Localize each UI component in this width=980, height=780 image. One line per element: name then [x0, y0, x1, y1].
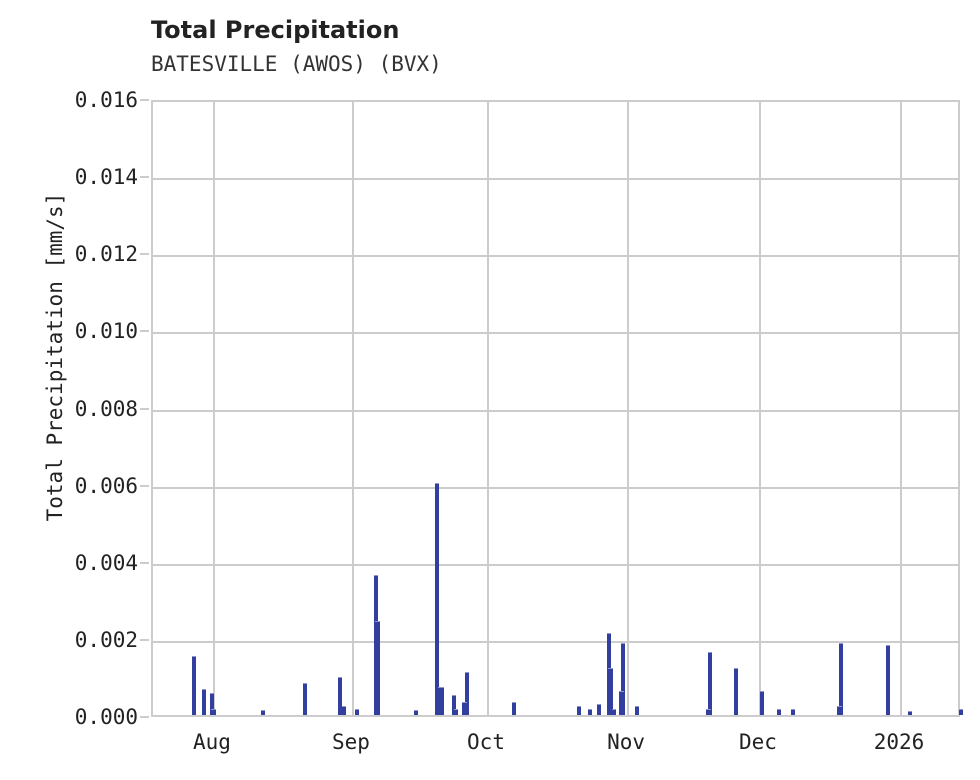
bar — [210, 692, 215, 715]
bar — [576, 706, 581, 715]
bar — [959, 709, 964, 715]
y-axis-tick-mark — [140, 253, 149, 256]
y-axis-tick-mark — [140, 561, 149, 564]
bar — [464, 671, 469, 715]
bar — [434, 482, 439, 715]
gridline-horizontal — [153, 640, 958, 643]
x-axis-tick-label: Aug — [193, 730, 231, 754]
y-axis-tick-label: 0.002 — [74, 627, 138, 652]
bar — [587, 709, 592, 715]
gridline-horizontal — [153, 332, 958, 335]
gridline-vertical — [627, 102, 630, 715]
bar — [790, 709, 795, 715]
gridline-horizontal — [153, 563, 958, 566]
gridline-horizontal — [153, 486, 958, 489]
bar — [337, 677, 342, 715]
bar — [886, 645, 891, 715]
bar — [908, 710, 913, 715]
x-axis-tick-label: Dec — [739, 730, 777, 754]
x-axis-tick-label: 2026 — [873, 730, 925, 754]
y-axis-tick-label: 0.010 — [74, 319, 138, 344]
gridline-horizontal — [153, 255, 958, 258]
bar — [705, 709, 711, 715]
bar — [837, 706, 843, 715]
chart-subtitle: BATESVILLE (AWOS) (BVX) — [151, 52, 442, 76]
gridline-vertical — [900, 102, 902, 715]
bar — [341, 706, 346, 715]
y-axis-tick-mark — [140, 716, 149, 718]
bar — [374, 621, 380, 715]
gridline-vertical — [487, 102, 489, 715]
bar — [453, 709, 458, 715]
bar — [462, 702, 468, 715]
x-axis-tick-label: Oct — [467, 730, 505, 754]
chart-title: Total Precipitation — [151, 16, 400, 44]
bar — [354, 709, 359, 715]
y-axis-tick-label: 0.016 — [74, 88, 138, 112]
y-axis-tick-label: 0.014 — [74, 165, 138, 190]
bar — [438, 687, 444, 715]
y-axis-tick-label: 0.004 — [74, 550, 138, 575]
gridline-vertical — [212, 102, 215, 715]
bar — [777, 709, 782, 715]
y-axis-tick-mark — [140, 407, 149, 410]
y-axis-tick-mark — [140, 99, 149, 101]
bar — [760, 690, 765, 715]
bar — [261, 710, 266, 715]
bar — [634, 706, 639, 715]
bar — [596, 704, 601, 715]
bar — [303, 683, 308, 715]
y-axis-tick-label: 0.006 — [74, 473, 138, 498]
x-axis-tick-label: Sep — [332, 730, 370, 754]
y-axis-label: Total Precipitation [mm/s] — [43, 192, 67, 522]
y-axis-tick-mark — [140, 484, 149, 487]
y-axis-tick-label: 0.008 — [74, 396, 138, 421]
gridline-vertical — [351, 102, 354, 715]
bar — [413, 710, 418, 715]
bar — [618, 690, 624, 715]
bar — [621, 642, 626, 715]
bar — [734, 667, 739, 715]
y-axis-tick-mark — [140, 638, 149, 641]
bar — [202, 688, 207, 715]
y-axis-tick-labels: 0.000 0.002 0.004 0.006 0.008 0.010 0.012 0.014… — [0, 0, 138, 780]
bar — [210, 709, 216, 715]
plot-area — [151, 100, 964, 717]
gridline-vertical — [758, 102, 761, 715]
bar — [608, 667, 614, 715]
bar — [612, 709, 617, 715]
gridline-horizontal — [153, 409, 958, 412]
bar — [191, 656, 197, 715]
y-axis-tick-mark — [140, 330, 149, 333]
y-axis-tick-label: 0.012 — [74, 242, 138, 267]
bar — [839, 643, 844, 715]
bar — [511, 702, 516, 715]
bar — [707, 652, 712, 715]
x-axis-tick-label: Nov — [607, 730, 645, 754]
y-axis-tick-mark — [140, 176, 149, 179]
y-axis-tick-label: 0.000 — [74, 705, 138, 729]
gridline-horizontal — [153, 178, 958, 181]
bar — [451, 694, 456, 715]
